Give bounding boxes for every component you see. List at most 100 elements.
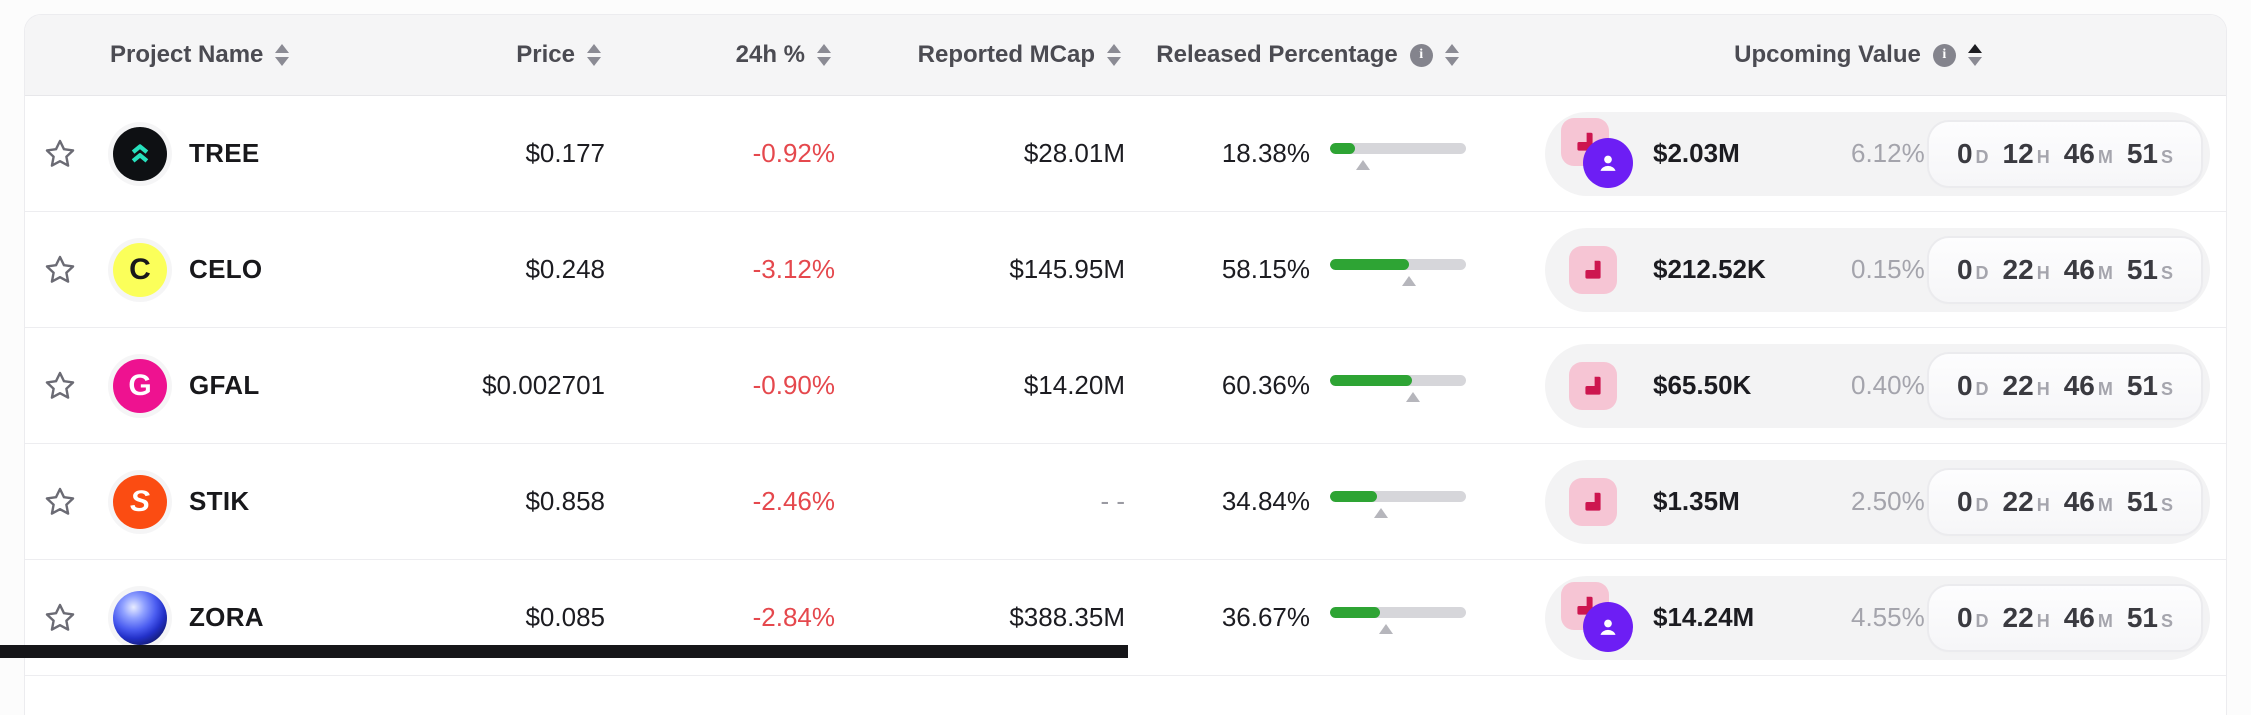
token-name: CELO	[189, 254, 263, 284]
released-pct: 58.15%	[1221, 254, 1310, 284]
released-progressbar	[1330, 139, 1466, 170]
price-value: $0.858	[525, 486, 605, 516]
sort-icon[interactable]	[1967, 44, 1982, 66]
mcap-value: - -	[1100, 486, 1125, 516]
cliff-unlock-icon	[1569, 361, 1617, 410]
column-header-mcap[interactable]: Reported MCap	[835, 41, 1125, 69]
progress-fill	[1330, 258, 1410, 270]
upcoming-value: $1.35M	[1653, 486, 1740, 516]
column-label: 24h %	[735, 41, 805, 68]
released-cell: 60.36%	[1125, 370, 1490, 402]
released-pct: 60.36%	[1221, 370, 1310, 400]
upcoming-marker-icon	[1373, 507, 1388, 518]
progress-fill	[1330, 142, 1355, 154]
mcap-value: $28.01M	[1023, 138, 1125, 168]
token-logo-celo: C	[113, 242, 167, 297]
cliff-unlock-icon	[1569, 477, 1617, 526]
column-label: Reported MCap	[917, 41, 1095, 68]
column-header-24h[interactable]: 24h %	[605, 41, 835, 69]
released-progressbar	[1330, 603, 1466, 634]
token-cell[interactable]: S STIK	[95, 474, 425, 529]
token-logo-tree	[113, 126, 167, 181]
favorite-star-icon[interactable]	[43, 253, 77, 287]
info-icon[interactable]: i	[1409, 43, 1433, 67]
token-unlocks-table: Project Name Price 24h % Reported MCap R…	[25, 15, 2226, 715]
released-progressbar	[1330, 255, 1466, 286]
column-header-released[interactable]: Released Percentage i	[1125, 41, 1490, 69]
released-pct: 18.38%	[1221, 138, 1310, 168]
released-progressbar	[1330, 371, 1466, 402]
table-row[interactable]: G GFAL $0.002701 -0.90% $14.20M 60.36%	[25, 328, 2226, 444]
change-24h-value: -2.84%	[752, 602, 835, 632]
sort-icon[interactable]	[587, 44, 601, 66]
column-header-project-name[interactable]: Project Name	[25, 41, 425, 69]
upcoming-value: $2.03M	[1653, 138, 1740, 168]
sort-icon[interactable]	[1444, 44, 1459, 66]
column-label: Price	[516, 41, 575, 68]
upcoming-marker-icon	[1402, 275, 1417, 286]
column-header-upcoming[interactable]: Upcoming Value i	[1490, 41, 2226, 69]
price-value: $0.085	[525, 602, 605, 632]
table-row[interactable]: S STIK $0.858 -2.46% - - 34.84%	[25, 444, 2226, 560]
insider-unlock-icon	[1583, 601, 1633, 652]
released-cell: 34.84%	[1125, 486, 1490, 518]
sort-icon[interactable]	[1107, 44, 1121, 66]
column-label: Project Name	[110, 41, 264, 68]
mcap-value: $388.35M	[1009, 602, 1125, 632]
table-row[interactable]: C CELO $0.248 -3.12% $145.95M 58.15%	[25, 212, 2226, 328]
upcoming-marker-icon	[1379, 623, 1394, 634]
table-header: Project Name Price 24h % Reported MCap R…	[25, 15, 2226, 96]
upcoming-marker-icon	[1356, 159, 1371, 170]
favorite-star-icon[interactable]	[43, 485, 77, 519]
table-row[interactable]: TREE $0.177 -0.92% $28.01M 18.38%	[25, 96, 2226, 212]
price-value: $0.248	[525, 254, 605, 284]
sort-icon[interactable]	[275, 44, 290, 66]
released-pct: 36.67%	[1221, 602, 1310, 632]
mcap-value: $14.20M	[1023, 370, 1125, 400]
insider-unlock-icon	[1583, 137, 1633, 188]
token-logo-zora	[113, 590, 167, 645]
change-24h-value: -2.46%	[752, 486, 835, 516]
token-cell[interactable]: ZORA	[95, 590, 425, 645]
token-logo-stik: S	[113, 474, 167, 529]
upcoming-pct: 4.55%	[1851, 602, 1925, 632]
change-24h-value: -3.12%	[752, 254, 835, 284]
upcoming-value: $14.24M	[1653, 602, 1755, 632]
token-cell[interactable]: C CELO	[95, 242, 425, 297]
token-name: STIK	[189, 486, 250, 516]
token-cell[interactable]: TREE	[95, 126, 425, 181]
cliff-unlock-icon	[1569, 245, 1617, 294]
change-24h-value: -0.92%	[752, 138, 835, 168]
token-name: GFAL	[189, 370, 260, 400]
column-label: Upcoming Value	[1734, 41, 1921, 68]
upcoming-pct: 0.40%	[1851, 370, 1925, 400]
token-name: TREE	[189, 138, 260, 168]
price-value: $0.177	[525, 138, 605, 168]
token-cell[interactable]: G GFAL	[95, 358, 425, 413]
table-row[interactable]: ZORA $0.085 -2.84% $388.35M 36.67%	[25, 560, 2226, 676]
upcoming-value: $212.52K	[1653, 254, 1766, 284]
favorite-star-icon[interactable]	[43, 601, 77, 635]
upcoming-pct: 0.15%	[1851, 254, 1925, 284]
released-progressbar	[1330, 487, 1466, 518]
column-header-price[interactable]: Price	[425, 41, 605, 69]
progress-fill	[1330, 606, 1380, 618]
bottom-dark-bar	[0, 645, 1128, 658]
released-cell: 18.38%	[1125, 138, 1490, 170]
favorite-star-icon[interactable]	[43, 137, 77, 171]
upcoming-pct: 6.12%	[1851, 138, 1925, 168]
sort-icon[interactable]	[817, 44, 831, 66]
price-value: $0.002701	[482, 370, 605, 400]
info-icon[interactable]: i	[1932, 43, 1956, 67]
favorite-star-icon[interactable]	[43, 369, 77, 403]
progress-fill	[1330, 490, 1378, 502]
released-cell: 58.15%	[1125, 254, 1490, 286]
